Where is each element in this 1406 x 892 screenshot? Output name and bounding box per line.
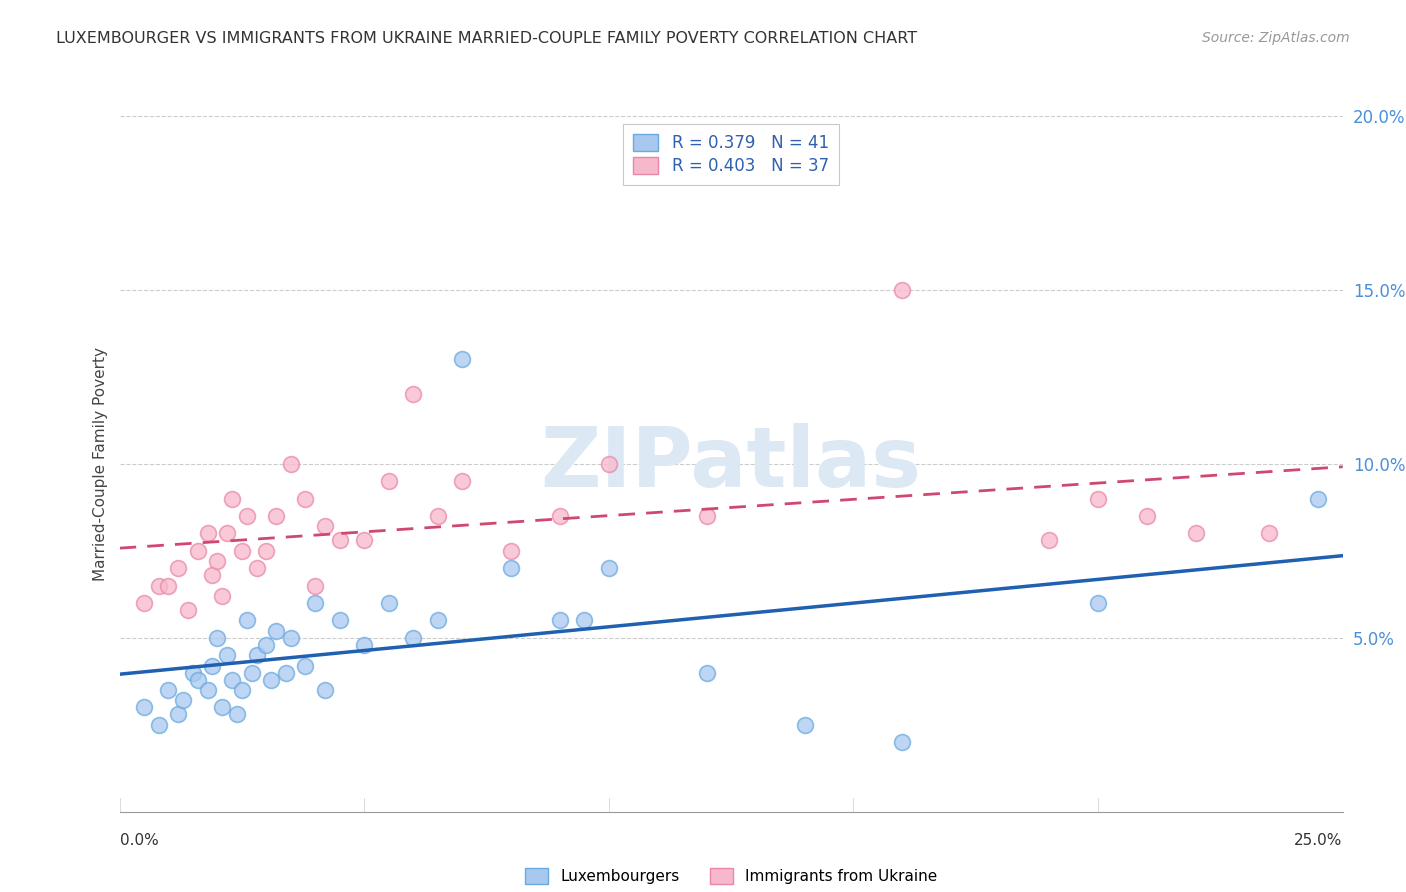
Point (197, 526, 219, 541)
Point (217, 526, 239, 541)
Point (377, 474, 399, 488)
Point (280, 457, 302, 471)
Point (231, 683, 253, 698)
Point (132, 596, 155, 610)
Point (426, 508, 449, 523)
Point (167, 561, 190, 575)
Point (157, 578, 180, 592)
Point (314, 519, 336, 533)
Point (329, 614, 352, 628)
Point (181, 665, 204, 680)
Text: 0.0%: 0.0% (120, 833, 159, 847)
Point (148, 717, 170, 731)
Point (304, 596, 326, 610)
Point (231, 543, 253, 558)
Point (451, 352, 474, 367)
Point (201, 568, 224, 582)
Point (254, 543, 277, 558)
Point (402, 631, 425, 645)
Point (245, 648, 267, 662)
Point (574, 614, 596, 628)
Point (598, 457, 620, 471)
Point (172, 693, 194, 707)
Text: 25.0%: 25.0% (1295, 833, 1343, 847)
Point (221, 673, 243, 687)
Point (201, 658, 224, 673)
Text: ZIPatlas: ZIPatlas (541, 424, 921, 504)
Text: LUXEMBOURGER VS IMMIGRANTS FROM UKRAINE MARRIED-COUPLE FAMILY POVERTY CORRELATIO: LUXEMBOURGER VS IMMIGRANTS FROM UKRAINE … (56, 31, 917, 46)
Point (1185, 526, 1208, 541)
Point (254, 638, 277, 652)
Point (157, 683, 180, 698)
Point (353, 638, 375, 652)
Point (211, 700, 233, 714)
Point (167, 707, 190, 722)
Point (696, 508, 718, 523)
Point (426, 614, 449, 628)
Point (1308, 491, 1330, 506)
Point (187, 673, 209, 687)
Point (235, 614, 257, 628)
Point (304, 578, 326, 592)
Point (207, 631, 229, 645)
Point (274, 665, 297, 680)
Point (377, 596, 399, 610)
Point (240, 665, 263, 680)
Point (353, 533, 375, 548)
Point (294, 658, 316, 673)
Point (1038, 533, 1060, 548)
Text: Source: ZipAtlas.com: Source: ZipAtlas.com (1202, 31, 1350, 45)
Point (314, 683, 336, 698)
Point (329, 533, 352, 548)
Point (187, 543, 209, 558)
Point (548, 614, 571, 628)
Point (148, 578, 170, 592)
Point (402, 387, 425, 401)
Point (221, 491, 243, 506)
Point (548, 508, 571, 523)
Point (451, 474, 474, 488)
Point (1258, 526, 1281, 541)
Point (226, 707, 249, 722)
Point (211, 589, 233, 603)
Point (598, 561, 620, 575)
Point (499, 561, 522, 575)
Point (207, 554, 229, 568)
Point (132, 700, 155, 714)
Point (696, 665, 718, 680)
Point (264, 508, 287, 523)
Point (177, 603, 200, 617)
Point (1087, 596, 1109, 610)
Point (264, 624, 287, 638)
Point (1087, 491, 1109, 506)
Point (499, 543, 522, 558)
Point (217, 648, 239, 662)
Point (891, 735, 914, 749)
Point (235, 508, 257, 523)
Point (891, 283, 914, 297)
Point (294, 491, 316, 506)
Point (245, 561, 267, 575)
Point (280, 631, 302, 645)
Point (793, 717, 815, 731)
Y-axis label: Married-Couple Family Poverty: Married-Couple Family Poverty (93, 347, 108, 581)
Point (1136, 508, 1159, 523)
Legend: R = 0.379   N = 41, R = 0.403   N = 37: R = 0.379 N = 41, R = 0.403 N = 37 (623, 124, 839, 185)
Point (260, 673, 283, 687)
Point (197, 683, 219, 698)
